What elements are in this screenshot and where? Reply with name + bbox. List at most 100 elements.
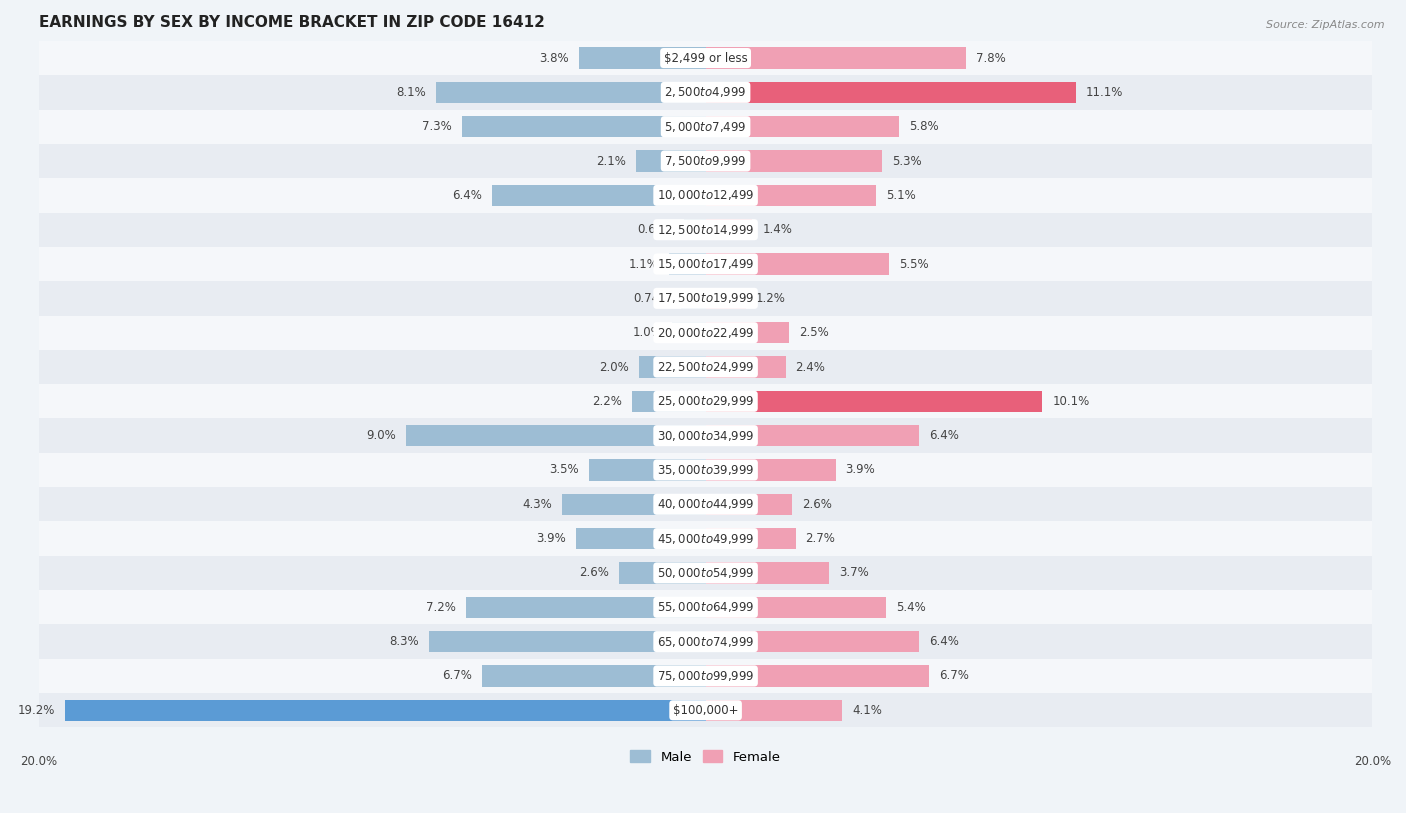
Text: 19.2%: 19.2% [18,704,55,717]
Bar [39,659,1372,693]
Text: 0.74%: 0.74% [634,292,671,305]
Bar [706,254,889,275]
Bar [39,453,1372,487]
Bar [39,521,1372,556]
Bar [39,212,1372,247]
Bar [638,356,706,378]
Bar [706,425,920,446]
Text: 1.0%: 1.0% [633,326,662,339]
Bar [39,41,1372,76]
Text: $100,000+: $100,000+ [673,704,738,717]
Bar [706,493,793,515]
Text: $2,500 to $4,999: $2,500 to $4,999 [665,85,747,99]
Bar [39,385,1372,419]
Text: $30,000 to $34,999: $30,000 to $34,999 [657,428,755,442]
Text: 2.4%: 2.4% [796,360,825,373]
Text: 9.0%: 9.0% [366,429,395,442]
Text: 11.1%: 11.1% [1085,86,1123,99]
Bar [39,247,1372,281]
Text: 6.4%: 6.4% [453,189,482,202]
Bar [706,528,796,550]
Text: 4.3%: 4.3% [523,498,553,511]
Bar [706,47,966,68]
Text: 7.2%: 7.2% [426,601,456,614]
Text: $45,000 to $49,999: $45,000 to $49,999 [657,532,755,546]
Text: $35,000 to $39,999: $35,000 to $39,999 [657,463,755,477]
Bar [706,219,752,241]
Text: 2.7%: 2.7% [806,533,835,546]
Bar [39,281,1372,315]
Bar [619,563,706,584]
Bar [463,116,706,137]
Legend: Male, Female: Male, Female [624,745,786,769]
Text: 3.9%: 3.9% [536,533,565,546]
Text: 1.2%: 1.2% [755,292,786,305]
Text: 20.0%: 20.0% [20,755,58,768]
Bar [482,665,706,687]
Bar [492,185,706,206]
Bar [706,563,830,584]
Bar [633,391,706,412]
Text: 20.0%: 20.0% [1354,755,1391,768]
Bar [706,82,1076,103]
Text: 8.3%: 8.3% [389,635,419,648]
Bar [685,219,706,241]
Bar [589,459,706,480]
Text: 6.4%: 6.4% [929,635,959,648]
Text: $17,500 to $19,999: $17,500 to $19,999 [657,291,755,306]
Text: 2.2%: 2.2% [592,395,623,408]
Bar [562,493,706,515]
Text: 4.1%: 4.1% [852,704,882,717]
Bar [429,631,706,652]
Text: 8.1%: 8.1% [395,86,426,99]
Bar [706,665,929,687]
Bar [706,288,745,309]
Bar [706,185,876,206]
Bar [575,528,706,550]
Text: 2.6%: 2.6% [579,567,609,580]
Text: $12,500 to $14,999: $12,500 to $14,999 [657,223,755,237]
Text: $40,000 to $44,999: $40,000 to $44,999 [657,498,755,511]
Text: $65,000 to $74,999: $65,000 to $74,999 [657,635,755,649]
Bar [706,631,920,652]
Bar [39,350,1372,385]
Text: $22,500 to $24,999: $22,500 to $24,999 [657,360,755,374]
Bar [706,459,835,480]
Text: 6.4%: 6.4% [929,429,959,442]
Text: 2.1%: 2.1% [596,154,626,167]
Text: $10,000 to $12,499: $10,000 to $12,499 [657,189,755,202]
Text: 5.4%: 5.4% [896,601,925,614]
Bar [579,47,706,68]
Text: 1.4%: 1.4% [762,224,792,237]
Text: 2.5%: 2.5% [799,326,828,339]
Text: Source: ZipAtlas.com: Source: ZipAtlas.com [1267,20,1385,30]
Bar [39,76,1372,110]
Bar [39,419,1372,453]
Text: 5.3%: 5.3% [893,154,922,167]
Text: $25,000 to $29,999: $25,000 to $29,999 [657,394,754,408]
Text: 5.5%: 5.5% [898,258,928,271]
Text: $15,000 to $17,499: $15,000 to $17,499 [657,257,755,271]
Bar [39,144,1372,178]
Text: $5,000 to $7,499: $5,000 to $7,499 [665,120,747,133]
Text: 2.6%: 2.6% [803,498,832,511]
Text: 6.7%: 6.7% [443,669,472,682]
Text: 6.7%: 6.7% [939,669,969,682]
Text: 5.1%: 5.1% [886,189,915,202]
Bar [669,254,706,275]
Text: 2.0%: 2.0% [599,360,628,373]
Bar [39,487,1372,521]
Text: 3.7%: 3.7% [839,567,869,580]
Bar [66,700,706,721]
Bar [636,150,706,172]
Bar [672,322,706,343]
Text: 10.1%: 10.1% [1052,395,1090,408]
Bar [706,150,883,172]
Bar [706,322,789,343]
Bar [436,82,706,103]
Bar [681,288,706,309]
Text: $50,000 to $54,999: $50,000 to $54,999 [657,566,755,580]
Bar [39,110,1372,144]
Bar [39,693,1372,728]
Bar [706,391,1042,412]
